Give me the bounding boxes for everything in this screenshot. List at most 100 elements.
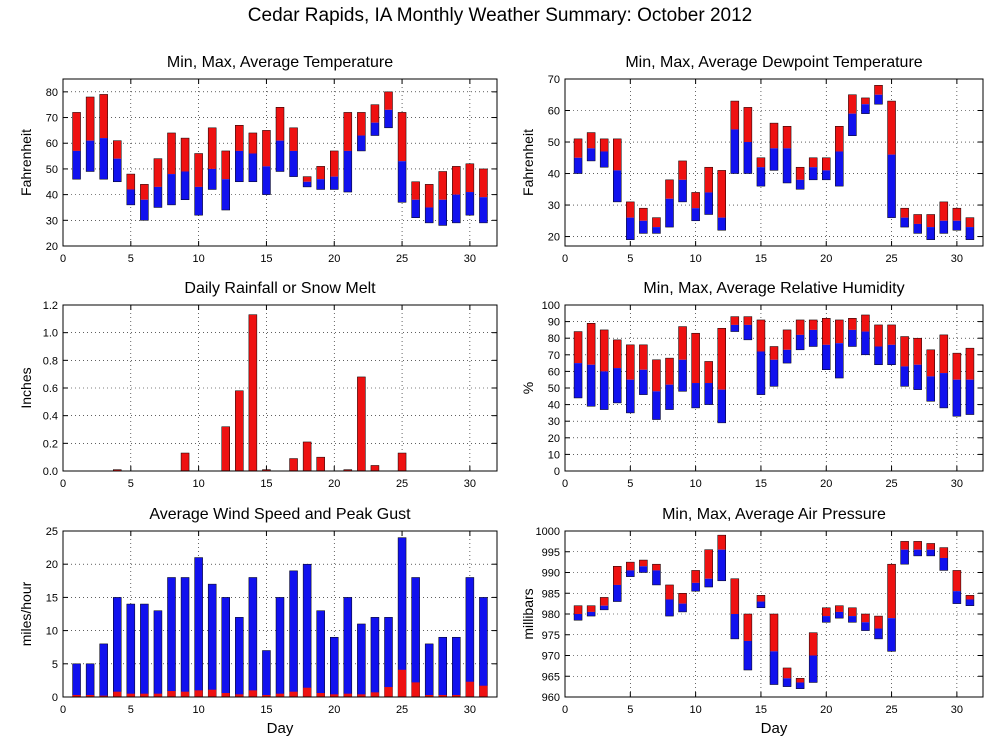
bar-outline-day-16: [275, 107, 285, 172]
bar-outline-day-21: [835, 319, 844, 379]
y-tick-label: 1.2: [43, 300, 58, 312]
x-axis-label: Day: [267, 720, 294, 737]
bar-upper-day-4: [613, 339, 622, 369]
chart-title: Min, Max, Average Dewpoint Temperature: [625, 54, 922, 71]
y-tick-label: 960: [542, 692, 560, 704]
avg-wind-bar-day-17: [289, 691, 298, 697]
bar-lower-day-31: [479, 197, 488, 223]
y-tick-label: 15: [46, 592, 58, 604]
bar-upper-day-7: [652, 217, 661, 228]
rain-bar-day-22: [357, 376, 366, 472]
y-axis-label: Fahrenheit: [18, 129, 34, 196]
bar-upper-day-20: [330, 150, 339, 177]
gust-bar-day-26: [411, 577, 420, 698]
y-tick-label: 20: [46, 559, 58, 571]
x-tick-label: 5: [627, 253, 633, 265]
bar-lower-day-7: [652, 570, 661, 585]
bar-outline-day-11: [704, 166, 713, 215]
bar-lower-day-12: [717, 389, 726, 423]
page-title: Cedar Rapids, IA Monthly Weather Summary…: [247, 5, 753, 26]
bar-upper-day-14: [743, 107, 752, 143]
rain-bar-day-25: [397, 452, 407, 472]
x-tick-label: 20: [820, 253, 832, 265]
chart-pressure: Min, Max, Average Air Pressure 960 965 970 9…: [520, 506, 984, 737]
bar-lower-day-20: [822, 344, 831, 370]
bar-outline-day-9: [678, 160, 687, 203]
bar-upper-day-23: [861, 314, 870, 332]
bar-lower-day-3: [600, 371, 609, 410]
bar-upper-day-15: [756, 595, 765, 602]
plot-frame: [62, 304, 498, 472]
bar-outline-day-25: [887, 100, 896, 218]
y-tick-label: 20: [548, 232, 560, 244]
bar-lower-day-2: [587, 148, 596, 161]
bar-lower-day-19: [316, 179, 325, 190]
x-tick-label: 15: [755, 253, 767, 265]
bar-upper-day-25: [887, 101, 896, 155]
x-tick-label: 0: [60, 253, 66, 265]
bar-upper-day-12: [717, 170, 726, 218]
bar-outline-day-31: [965, 595, 975, 606]
bar-upper-day-18: [796, 319, 805, 335]
bar-outline-day-1: [573, 605, 583, 621]
bar-outline-day-10: [691, 332, 700, 409]
bar-outline-day-3: [599, 138, 609, 168]
bar-upper-day-4: [613, 138, 622, 171]
x-tick-label: 25: [396, 253, 408, 265]
y-tick-label: 10: [548, 449, 560, 461]
bar-outline-day-6: [639, 344, 648, 395]
bar-lower-day-25: [398, 161, 407, 203]
x-tick-label: 10: [690, 478, 702, 490]
bar-lower-day-20: [822, 616, 831, 623]
y-tick-label: 70: [548, 74, 560, 86]
bar-upper-day-9: [678, 326, 687, 360]
rain-bar-day-23: [370, 465, 380, 472]
bar-lower-day-22: [357, 135, 366, 151]
gust-bar-day-29: [452, 636, 461, 698]
y-tick-label: 975: [542, 630, 560, 642]
x-tick-label: 25: [396, 704, 408, 716]
x-tick-label: 30: [951, 253, 963, 265]
bar-lower-day-21: [343, 150, 352, 193]
bar-lower-day-27: [913, 364, 922, 390]
y-tick-label: 50: [548, 137, 560, 149]
bar-outline-day-19: [316, 166, 325, 190]
bar-upper-day-27: [913, 338, 922, 365]
x-tick-label: 25: [885, 478, 897, 490]
y-tick-label: 0: [554, 466, 560, 478]
bar-upper-day-13: [235, 125, 244, 151]
bar-upper-day-23: [861, 614, 870, 623]
bar-lower-day-12: [221, 179, 230, 211]
bar-outline-day-16: [769, 346, 779, 387]
y-tick-label: 25: [46, 526, 58, 538]
bar-outline-day-27: [913, 214, 922, 234]
x-tick-label: 10: [193, 253, 205, 265]
rain-bar-day-14: [248, 314, 258, 472]
bar-lower-day-2: [587, 611, 596, 617]
bar-upper-day-6: [639, 560, 648, 567]
y-tick-label: 965: [542, 671, 560, 683]
bar-outline-day-17: [782, 667, 792, 687]
bar-lower-day-12: [717, 217, 726, 231]
chart-title: Min, Max, Average Temperature: [167, 54, 393, 71]
rain-bar-day-12: [221, 426, 230, 472]
bar-lower-day-31: [965, 227, 974, 240]
bar-upper-day-8: [665, 179, 674, 199]
bar-lower-day-14: [743, 142, 752, 174]
bar-upper-day-27: [913, 541, 922, 550]
bar-upper-day-12: [717, 328, 726, 390]
bar-outline-day-14: [743, 107, 753, 174]
bar-upper-day-4: [113, 140, 122, 159]
bar-upper-day-28: [438, 171, 447, 200]
bar-upper-day-12: [717, 535, 726, 550]
bar-lower-day-7: [652, 227, 661, 234]
bar-outline-day-1: [72, 112, 81, 180]
bar-lower-day-28: [926, 227, 935, 240]
x-tick-label: 20: [820, 704, 832, 716]
bar-upper-day-8: [665, 358, 674, 385]
bar-outline-day-5: [626, 561, 635, 577]
bar-lower-day-2: [587, 364, 596, 407]
bar-outline-day-23: [861, 613, 870, 631]
bar-lower-day-26: [900, 549, 909, 565]
